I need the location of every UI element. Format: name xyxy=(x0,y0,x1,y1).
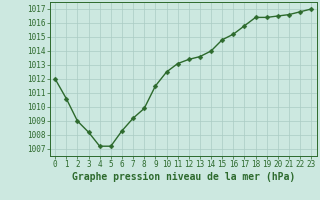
X-axis label: Graphe pression niveau de la mer (hPa): Graphe pression niveau de la mer (hPa) xyxy=(72,172,295,182)
